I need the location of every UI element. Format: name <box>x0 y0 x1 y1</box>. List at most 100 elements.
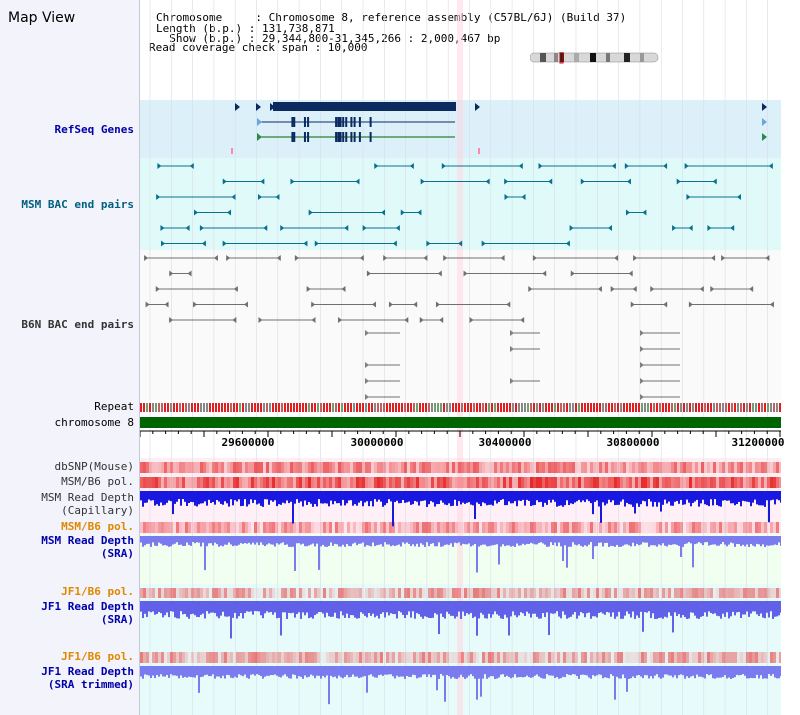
depth-bar <box>184 491 186 502</box>
depth-bar <box>148 601 150 612</box>
heat-cell <box>587 588 590 598</box>
track-label-msm-b6-pol-2[interactable]: MSM/B6 pol. <box>61 520 134 533</box>
depth-bar <box>718 601 720 617</box>
heat-cell <box>758 652 761 663</box>
depth-bar <box>544 601 546 618</box>
depth-bar <box>660 491 662 512</box>
depth-bar <box>200 536 202 547</box>
heat-cell <box>359 652 362 663</box>
heat-cell <box>743 477 746 488</box>
depth-bar <box>640 666 642 677</box>
heat-cell <box>176 522 179 533</box>
heat-cell <box>320 522 323 533</box>
repeat-bar <box>539 403 541 412</box>
bac-end-marker <box>611 163 616 169</box>
depth-bar <box>554 536 556 543</box>
track-canvas[interactable] <box>140 0 781 715</box>
depth-bar <box>602 601 604 614</box>
heat-cell <box>377 477 380 488</box>
heat-cell <box>443 588 446 598</box>
repeat-bar <box>326 403 328 412</box>
heat-cell <box>581 477 584 488</box>
heat-cell <box>191 477 194 488</box>
heat-cell <box>164 588 167 598</box>
depth-bar <box>602 666 604 679</box>
track-label-msm-depth-cap[interactable]: MSM Read Depth <box>41 491 134 504</box>
track-label-msm-b6-pol[interactable]: MSM/B6 pol. <box>61 475 134 488</box>
track-label-dbsnp[interactable]: dbSNP(Mouse) <box>54 460 134 473</box>
depth-bar <box>684 601 686 618</box>
heat-cell <box>434 588 437 598</box>
depth-bar <box>250 536 252 545</box>
depth-bar <box>194 666 196 678</box>
heat-cell <box>194 462 197 473</box>
track-label-jf1-b6-pol-2[interactable]: JF1/B6 pol. <box>61 650 134 663</box>
heat-cell <box>554 652 557 663</box>
depth-bar <box>358 491 360 503</box>
depth-bar <box>476 666 478 700</box>
depth-bar <box>736 666 738 675</box>
bac-end-marker <box>164 301 169 308</box>
heat-cell <box>353 462 356 473</box>
track-label-msm-depth-sra[interactable]: MSM Read Depth <box>41 534 134 547</box>
heat-cell <box>503 652 506 663</box>
heat-cell <box>413 522 416 533</box>
heat-cell <box>761 522 764 533</box>
heat-cell <box>608 522 611 533</box>
bac-end-marker <box>308 209 313 216</box>
depth-bar <box>300 601 302 619</box>
repeat-bar <box>302 403 304 412</box>
repeat-bar <box>650 403 652 412</box>
track-label-jf1-depth-sra[interactable]: JF1 Read Depth <box>41 600 134 613</box>
heat-cell <box>215 588 218 598</box>
bac-end-marker <box>640 330 644 336</box>
track-label-jf1-depth-trim[interactable]: JF1 Read Depth <box>41 665 134 678</box>
depth-bar <box>258 601 260 612</box>
track-label-b6n-bac[interactable]: B6N BAC end pairs <box>21 318 134 331</box>
heat-cell <box>407 477 410 488</box>
heat-cell <box>287 462 290 473</box>
depth-bar <box>696 601 698 619</box>
depth-bar <box>206 601 208 612</box>
heat-cell <box>455 522 458 533</box>
heat-cell <box>677 522 680 533</box>
heat-cell <box>434 462 437 473</box>
heat-cell <box>740 462 743 473</box>
heat-cell <box>353 477 356 488</box>
depth-bar <box>720 536 722 545</box>
repeat-bar <box>158 403 160 412</box>
heat-cell <box>443 462 446 473</box>
depth-bar <box>416 666 418 679</box>
repeat-bar <box>701 403 703 412</box>
track-label-jf1-b6-pol[interactable]: JF1/B6 pol. <box>61 585 134 598</box>
depth-bar <box>340 491 342 506</box>
depth-bar <box>556 491 558 507</box>
heat-cell <box>650 522 653 533</box>
depth-bar <box>514 536 516 547</box>
heat-cell <box>656 652 659 663</box>
depth-bar <box>634 536 636 547</box>
repeat-bar <box>605 403 607 412</box>
depth-bar <box>446 536 448 545</box>
depth-bar <box>140 666 142 677</box>
heat-cell <box>263 652 266 663</box>
heat-cell <box>356 588 359 598</box>
depth-bar <box>410 666 412 677</box>
heat-cell <box>665 652 668 663</box>
repeat-bar <box>722 403 724 412</box>
track-label-repeat[interactable]: Repeat <box>94 400 134 413</box>
track-label-msm-bac[interactable]: MSM BAC end pairs <box>21 198 134 211</box>
depth-bar <box>588 491 590 502</box>
heat-cell <box>515 477 518 488</box>
depth-bar <box>778 601 780 616</box>
depth-bar <box>168 666 170 678</box>
repeat-bar <box>263 403 265 412</box>
repeat-bar <box>749 403 751 412</box>
depth-bar <box>684 666 686 679</box>
track-label-refseq[interactable]: RefSeq Genes <box>54 123 134 136</box>
depth-bar <box>468 601 470 615</box>
depth-bar <box>644 491 646 502</box>
chromosome-ideogram[interactable] <box>530 52 660 64</box>
depth-bar <box>464 536 466 545</box>
bac-end-marker <box>626 178 631 185</box>
